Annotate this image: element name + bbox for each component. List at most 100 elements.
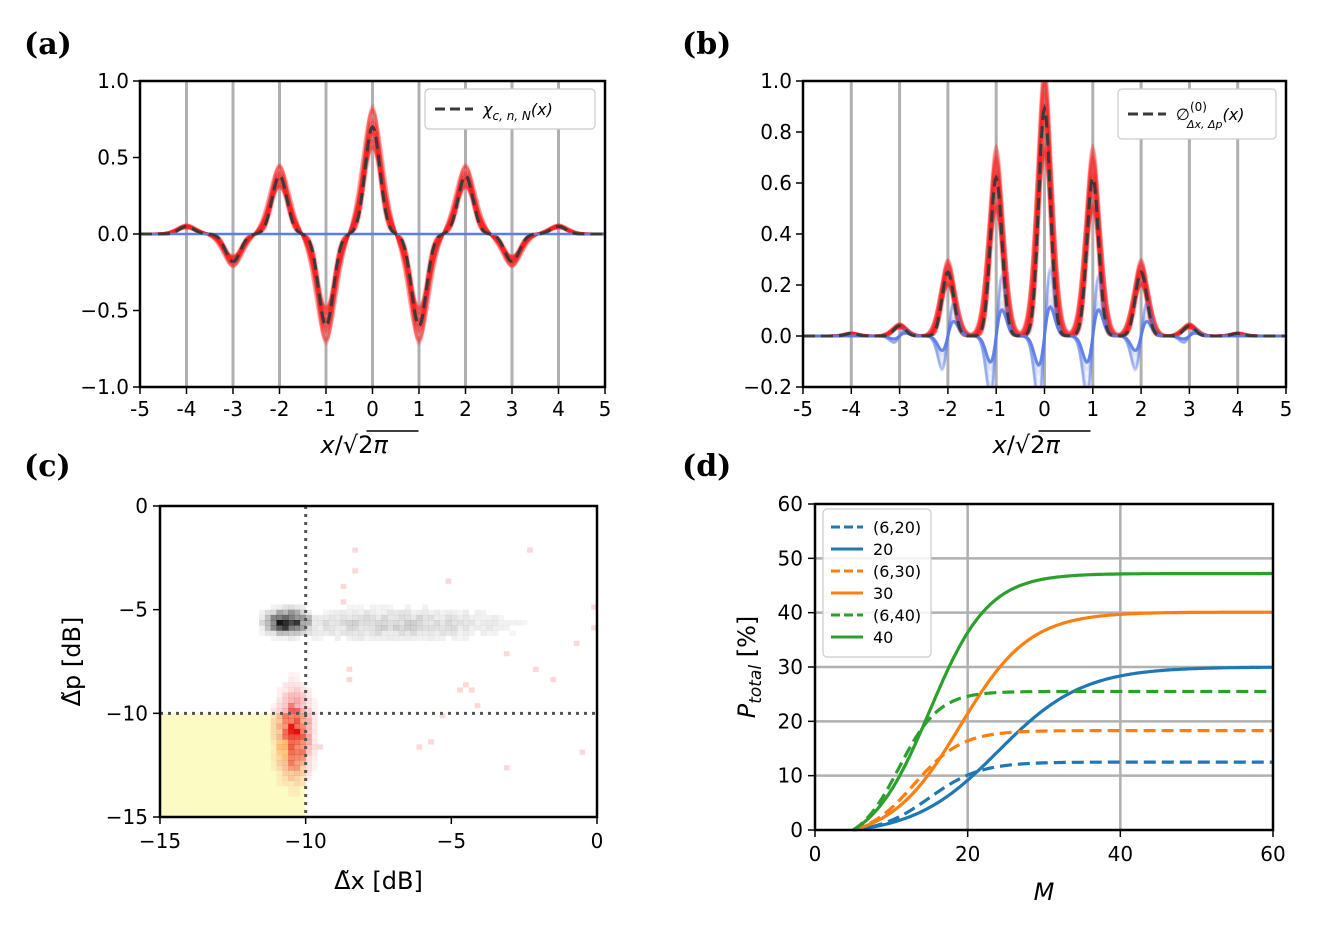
heatmap-cell — [428, 625, 435, 631]
heatmap-cell — [294, 614, 301, 621]
heatmap-cell — [305, 723, 312, 730]
heatmap-cell — [398, 620, 405, 626]
heatmap-cell — [282, 744, 289, 750]
heatmap-cell — [393, 620, 400, 626]
heatmap-cell — [346, 666, 353, 672]
y-tick-label: 0.2 — [760, 273, 792, 297]
heatmap-cell — [294, 713, 301, 719]
sample-red-curve — [140, 144, 605, 312]
heatmap-cell — [270, 614, 277, 621]
x-tick-label: 0 — [591, 829, 604, 853]
heatmap-cell — [299, 620, 306, 626]
heatmap-cell — [264, 609, 271, 616]
heatmap-cell — [270, 708, 277, 714]
heatmap-cell — [311, 723, 318, 730]
heatmap-cell — [445, 614, 452, 621]
y-tick-label: 1.0 — [97, 69, 129, 93]
heatmap-cell — [457, 687, 463, 693]
heatmap-cell — [288, 614, 295, 621]
heatmap-cell — [480, 625, 487, 631]
heatmap-cell — [474, 703, 481, 709]
heatmap-cell — [299, 728, 306, 735]
heatmap-cell — [451, 620, 458, 626]
heatmap-cell — [276, 635, 283, 642]
heatmap-cell — [334, 614, 341, 621]
heatmap-cell — [282, 718, 289, 724]
heatmap-cell — [433, 620, 440, 626]
legend-label: (6,40) — [873, 606, 921, 625]
heatmap-cell — [387, 630, 394, 636]
heatmap-cell — [294, 749, 301, 756]
heatmap-cell — [288, 775, 295, 781]
heatmap-cell — [358, 620, 365, 626]
heatmap-cell — [509, 630, 516, 636]
heatmap-cell — [288, 728, 295, 735]
heatmap-cell — [288, 635, 295, 642]
heatmap-cell — [294, 770, 301, 776]
axes-frame — [158, 504, 599, 819]
heatmap-cell — [329, 609, 336, 616]
heatmap-cell — [294, 671, 301, 678]
heatmap-cell — [299, 760, 306, 766]
heatmap-cell — [299, 754, 306, 761]
heatmap-cell — [334, 625, 341, 631]
heatmap-cell — [346, 635, 353, 642]
x-tick-label: -1 — [316, 397, 336, 421]
heatmap-cell — [299, 630, 306, 636]
series-line-640 — [852, 689, 1273, 832]
heatmap-cell — [270, 635, 277, 642]
heatmap-cell — [369, 635, 376, 642]
heatmap-cell — [299, 718, 306, 724]
heatmap-cell — [264, 630, 271, 636]
heatmap-cell — [404, 635, 411, 642]
heatmap-cell — [381, 620, 388, 626]
heatmap-cell — [282, 609, 289, 616]
heatmap-cell — [270, 620, 277, 626]
heatmap-cell — [282, 604, 289, 610]
heatmap-cell — [299, 604, 306, 610]
sample-red-curve — [140, 130, 605, 324]
heatmap-cell — [358, 614, 365, 621]
heatmap-cell — [410, 614, 417, 621]
heatmap-cell — [282, 749, 289, 756]
heatmap-cell — [492, 625, 499, 631]
heatmap-cell — [369, 609, 376, 616]
legend-label: 30 — [873, 584, 893, 603]
heatmap-cell — [259, 630, 266, 636]
heatmap-cell — [410, 620, 417, 626]
y-tick-label: 40 — [778, 601, 803, 625]
heatmap-cell — [305, 744, 312, 750]
heatmap-cell — [305, 625, 312, 631]
heatmap-cell — [398, 625, 405, 631]
heatmap-cell — [299, 780, 306, 787]
heatmap-cell — [428, 614, 435, 621]
heatmap-cell — [416, 635, 423, 642]
heatmap-cell — [375, 625, 382, 631]
heatmap-cell — [340, 614, 347, 621]
heatmap-cell — [282, 630, 289, 636]
heatmap-cell — [276, 765, 283, 771]
heatmap-cell — [346, 604, 353, 610]
heatmap-cell — [381, 614, 388, 621]
heatmap-cell — [393, 630, 400, 636]
heatmap-cell — [311, 635, 318, 642]
heatmap-cell — [428, 739, 434, 745]
heatmap-cell — [393, 614, 400, 621]
heatmap-cell — [451, 614, 458, 621]
heatmap-cell — [428, 635, 435, 642]
sample-red-curve — [140, 143, 605, 312]
x-tick-label: 4 — [1231, 397, 1244, 421]
heatmap-cell — [445, 578, 452, 584]
heatmap-cell — [317, 625, 324, 631]
heatmap-cell — [323, 620, 330, 626]
y-tick-label: −15 — [106, 805, 148, 829]
x-tick-label: 1 — [1086, 397, 1099, 421]
heatmap-cell — [282, 765, 289, 771]
heatmap-cell — [305, 728, 312, 735]
heatmap-cell — [352, 630, 359, 636]
x-tick-label: -4 — [177, 397, 197, 421]
heatmap-cell — [311, 739, 318, 745]
sample-red-curve — [140, 147, 605, 309]
sample-red-curve — [140, 116, 605, 335]
heatmap-cell — [480, 614, 487, 621]
